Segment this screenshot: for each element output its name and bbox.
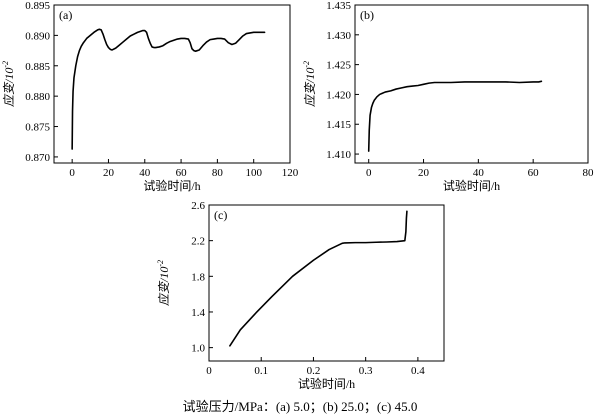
y-tick-label: 1.425 — [326, 60, 351, 72]
x-tick-label: 0 — [206, 365, 212, 377]
series-line-0 — [229, 210, 408, 347]
panel-label: (b) — [360, 8, 374, 22]
x-tick-label: 80 — [212, 167, 224, 179]
x-tick-label: 0.4 — [411, 365, 425, 377]
x-tick-label: 80 — [583, 167, 595, 179]
y-tick-label: 0.890 — [25, 30, 50, 42]
series-line-0 — [71, 28, 266, 150]
x-tick-label: 0 — [366, 167, 372, 179]
plot-frame — [208, 204, 445, 362]
x-axis-label: 试验时间/h — [443, 178, 500, 193]
plot-frame — [53, 4, 291, 164]
y-tick-label: 0.870 — [25, 152, 50, 164]
x-tick-label: 60 — [528, 167, 540, 179]
chart-panel-0: 0 20 40 60 80 100 120 0.870 0.875 0.880 0.885 0.890… — [1, 0, 299, 193]
y-axis-label: 应变/10-2 — [1, 61, 16, 107]
y-tick-label: 0.875 — [25, 122, 50, 134]
y-tick-label: 1.420 — [326, 89, 351, 101]
x-tick-label: 0.2 — [307, 365, 321, 377]
y-tick-label: 0.885 — [25, 61, 50, 73]
series-line-0 — [367, 80, 543, 152]
y-tick-label: 1.0 — [191, 343, 205, 355]
x-tick-label: 0.3 — [359, 365, 373, 377]
x-tick-label: 20 — [103, 167, 115, 179]
y-tick-label: 1.4 — [191, 307, 205, 319]
x-tick-label: 40 — [139, 167, 151, 179]
y-axis-label: 应变/10-2 — [302, 61, 317, 107]
x-tick-label: 0.1 — [254, 365, 268, 377]
y-tick-label: 1.415 — [326, 119, 351, 131]
x-tick-label: 0 — [69, 167, 75, 179]
y-tick-label: 1.410 — [326, 149, 351, 161]
caption: 试验压力/MPa：(a) 5.0；(b) 25.0；(c) 45.0 — [182, 399, 418, 414]
x-tick-label: 60 — [176, 167, 188, 179]
chart-panel-1: 0 20 40 60 80 1.410 1.415 1.420 1.425 1.430 1.435 (… — [302, 0, 594, 193]
x-axis-label: 试验时间/h — [143, 178, 200, 193]
y-tick-label: 1.435 — [326, 0, 351, 12]
y-axis-label: 应变/10-2 — [156, 260, 171, 306]
x-tick-label: 40 — [473, 167, 485, 179]
chart-panel-2: 0 0.1 0.2 0.3 0.4 1.0 1.4 1.8 2.2 2.6 (c) 试验时间/h 应变/… — [156, 200, 445, 391]
y-tick-label: 1.8 — [191, 271, 205, 283]
x-tick-label: 20 — [418, 167, 430, 179]
y-tick-label: 2.6 — [191, 200, 205, 212]
x-tick-label: 100 — [245, 167, 262, 179]
y-tick-label: 1.430 — [326, 30, 351, 42]
x-tick-label: 120 — [282, 167, 299, 179]
y-tick-label: 2.2 — [191, 236, 205, 248]
plot-frame — [354, 4, 589, 164]
panel-label: (a) — [59, 8, 72, 22]
y-tick-label: 0.880 — [25, 91, 50, 103]
y-tick-label: 0.895 — [25, 0, 50, 12]
x-axis-label: 试验时间/h — [298, 376, 355, 391]
panel-label: (c) — [214, 208, 227, 222]
